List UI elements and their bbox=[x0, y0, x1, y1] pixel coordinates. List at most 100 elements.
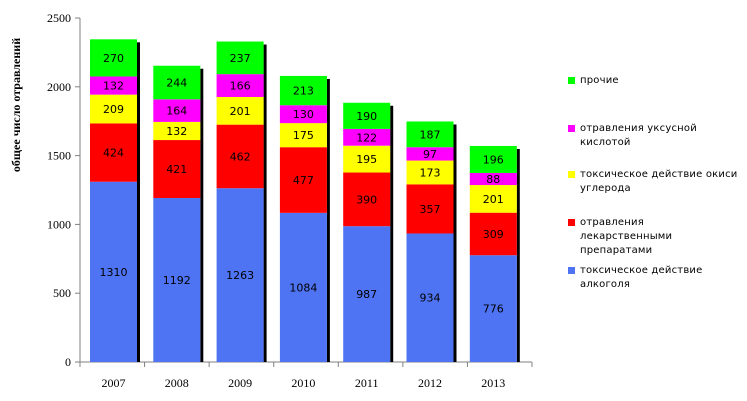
data-label: 132 bbox=[166, 125, 187, 138]
legend-label: токсическое действие алкоголя bbox=[580, 265, 703, 290]
data-label: 390 bbox=[356, 193, 377, 206]
x-tick-label: 2009 bbox=[228, 376, 252, 390]
data-label: 190 bbox=[356, 110, 377, 123]
bar-shadow bbox=[137, 42, 140, 362]
x-tick-label: 2011 bbox=[355, 376, 379, 390]
legend-swatch bbox=[568, 267, 575, 274]
bar-segment bbox=[153, 197, 201, 362]
data-label: 213 bbox=[293, 85, 314, 98]
data-label: 97 bbox=[423, 148, 437, 161]
bars bbox=[90, 39, 520, 363]
bar-segment bbox=[469, 185, 517, 213]
y-tick-labels: 0 500 1000 1500 2000 2500 bbox=[47, 11, 71, 369]
data-label: 357 bbox=[420, 203, 441, 216]
bar-segment bbox=[469, 145, 517, 173]
bar-shadow bbox=[390, 105, 394, 362]
data-label: 309 bbox=[483, 228, 504, 241]
data-label: 173 bbox=[420, 166, 441, 179]
bar-segment bbox=[279, 212, 327, 362]
bar-segment bbox=[343, 172, 391, 227]
bar-shadow bbox=[516, 148, 520, 362]
bar-segment bbox=[279, 147, 327, 213]
data-label: 1263 bbox=[226, 269, 254, 282]
bar-segment bbox=[406, 121, 454, 148]
data-label: 187 bbox=[420, 128, 441, 141]
legend-label: токсическое действие окиси углерода bbox=[580, 169, 738, 194]
data-label: 175 bbox=[293, 129, 314, 142]
legend-swatch bbox=[568, 219, 575, 226]
bar-segment bbox=[90, 181, 137, 362]
bar-segment bbox=[216, 74, 264, 97]
x-tick-label: 2010 bbox=[291, 376, 315, 390]
data-label: 934 bbox=[420, 292, 441, 305]
data-labels: 1310 424 209 132 270 1192 421 132 164 244 1263 462 2… bbox=[100, 52, 504, 316]
bar-segment bbox=[469, 255, 517, 362]
bar-segment bbox=[153, 140, 201, 198]
data-label: 88 bbox=[486, 173, 500, 186]
legend-swatch bbox=[568, 125, 575, 132]
x-tick-label: 2012 bbox=[418, 376, 442, 390]
data-label: 1192 bbox=[163, 274, 191, 287]
legend-swatch bbox=[568, 77, 575, 84]
bar-segment bbox=[90, 76, 137, 95]
y-tick-label: 1500 bbox=[47, 149, 71, 163]
y-tick-label: 2500 bbox=[47, 11, 71, 25]
y-tick-label: 1000 bbox=[47, 217, 71, 231]
bar-segment bbox=[343, 145, 391, 173]
bar-segment bbox=[406, 184, 454, 234]
data-label: 244 bbox=[166, 77, 187, 90]
legend-label: отравления лекарственными препаратами bbox=[580, 217, 673, 256]
legend-swatch bbox=[568, 171, 575, 178]
data-label: 209 bbox=[103, 103, 124, 116]
bar-segment bbox=[406, 160, 454, 185]
data-label: 195 bbox=[356, 153, 377, 166]
bar-segment bbox=[343, 102, 391, 129]
data-label: 987 bbox=[356, 288, 377, 301]
bar-segment bbox=[90, 39, 137, 77]
bar-segment bbox=[343, 226, 391, 362]
bar-segment bbox=[469, 172, 517, 186]
data-label: 421 bbox=[166, 163, 187, 176]
x-tick-label: 2008 bbox=[165, 376, 189, 390]
x-tick-labels: 2007 2008 2009 2010 2011 2012 2013 bbox=[102, 376, 506, 390]
data-label: 477 bbox=[293, 174, 314, 187]
bar-segment bbox=[279, 105, 327, 124]
y-tick-label: 2000 bbox=[47, 80, 71, 94]
data-label: 776 bbox=[483, 303, 504, 316]
data-label: 237 bbox=[230, 52, 251, 65]
x-tick-label: 2007 bbox=[102, 376, 126, 390]
bar-shadow bbox=[326, 78, 330, 363]
bar-shadow bbox=[200, 68, 204, 363]
bar-segment bbox=[153, 65, 201, 100]
x-tick-label: 2013 bbox=[481, 376, 505, 390]
data-label: 122 bbox=[356, 131, 377, 144]
bar-segment bbox=[279, 75, 327, 106]
y-tick-label: 500 bbox=[53, 286, 71, 300]
bar-segment bbox=[406, 147, 454, 161]
data-label: 424 bbox=[103, 147, 124, 160]
y-tick-label: 0 bbox=[65, 355, 71, 369]
bar-segment bbox=[469, 212, 517, 256]
bar-segment bbox=[216, 96, 264, 125]
bar-shadow bbox=[263, 44, 267, 362]
bar-segment bbox=[216, 188, 264, 362]
bar-segment bbox=[406, 233, 454, 362]
data-label: 196 bbox=[483, 153, 504, 166]
data-label: 201 bbox=[230, 105, 251, 118]
bar-segment bbox=[90, 94, 137, 124]
data-label: 132 bbox=[103, 80, 124, 93]
legend-label: отравления уксусной кислотой bbox=[580, 123, 697, 148]
data-label: 166 bbox=[230, 80, 251, 93]
data-label: 201 bbox=[483, 193, 504, 206]
bar-segment bbox=[216, 124, 264, 189]
bar-segment bbox=[343, 128, 391, 146]
bar-shadow bbox=[453, 124, 457, 363]
y-axis-label: общее число отравлений bbox=[9, 38, 23, 172]
bar-segment bbox=[216, 41, 264, 75]
legend-label: прочие bbox=[580, 75, 619, 86]
bar-segment bbox=[153, 99, 201, 122]
bar-segment bbox=[279, 123, 327, 148]
data-label: 130 bbox=[293, 108, 314, 121]
data-label: 1310 bbox=[100, 266, 128, 279]
